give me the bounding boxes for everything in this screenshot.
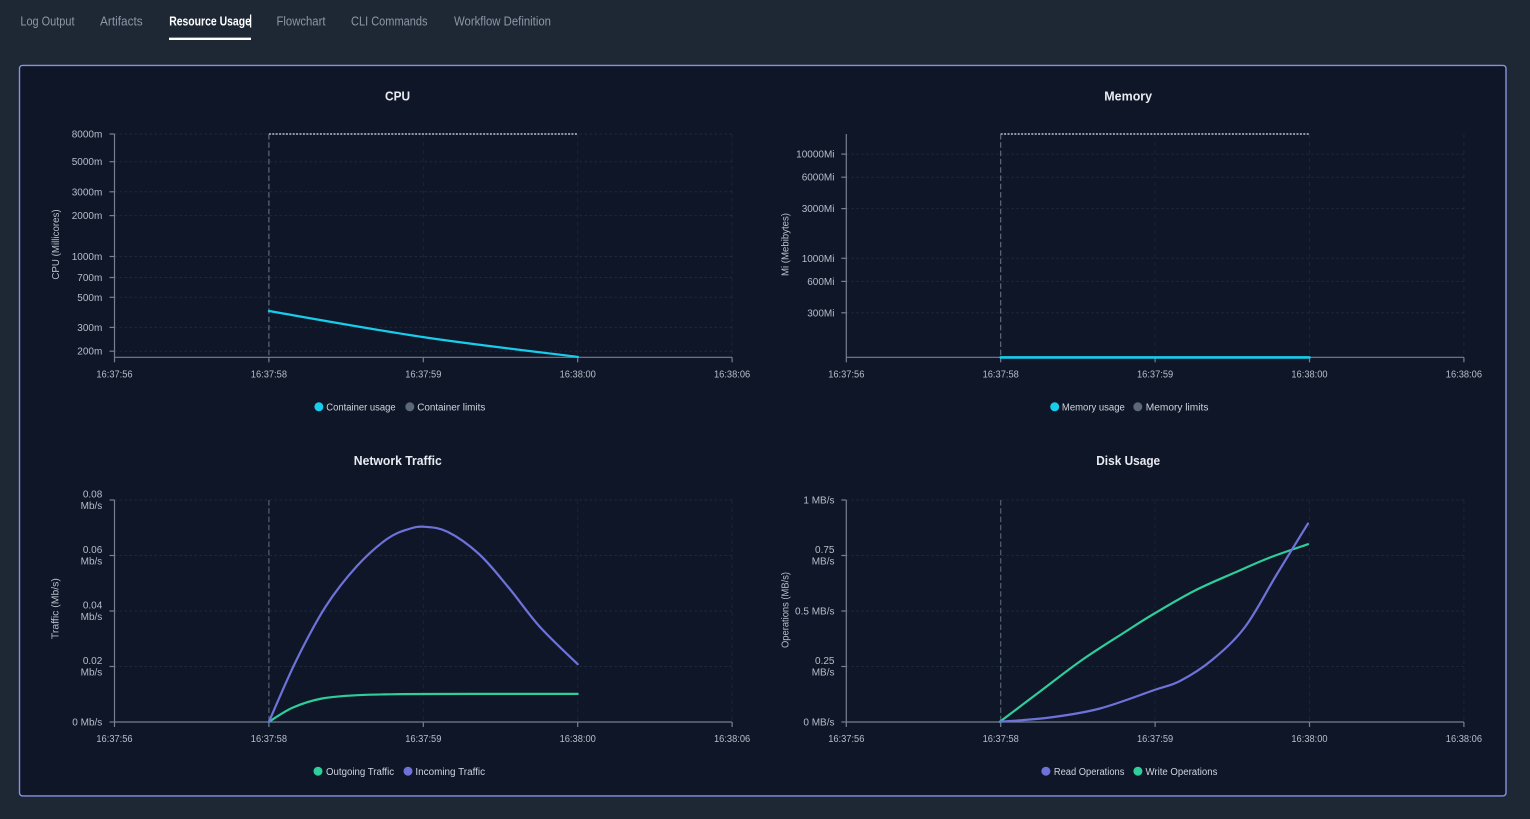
svg-text:16:37:59: 16:37:59 (1137, 734, 1174, 745)
svg-text:Read Operations: Read Operations (1054, 767, 1125, 778)
svg-text:16:38:00: 16:38:00 (560, 370, 597, 381)
svg-text:Log Output: Log Output (20, 13, 74, 28)
svg-text:0.06: 0.06 (83, 545, 103, 556)
svg-text:MB/s: MB/s (812, 667, 835, 678)
svg-text:700m: 700m (77, 273, 102, 284)
svg-text:10000Mi: 10000Mi (796, 150, 834, 161)
svg-text:16:37:56: 16:37:56 (828, 734, 865, 745)
svg-text:16:37:59: 16:37:59 (405, 734, 442, 745)
svg-text:0.02: 0.02 (83, 656, 103, 667)
svg-text:Disk Usage: Disk Usage (1096, 453, 1160, 468)
svg-text:16:38:06: 16:38:06 (714, 370, 751, 381)
svg-text:2000m: 2000m (72, 211, 103, 222)
svg-text:6000Mi: 6000Mi (802, 173, 835, 184)
svg-text:16:37:59: 16:37:59 (405, 370, 442, 381)
svg-text:16:38:06: 16:38:06 (714, 734, 751, 745)
svg-text:1000m: 1000m (72, 252, 103, 263)
svg-text:Mb/s: Mb/s (81, 667, 103, 678)
svg-text:16:37:58: 16:37:58 (251, 734, 288, 745)
svg-text:0.25: 0.25 (815, 656, 835, 667)
svg-text:300m: 300m (77, 323, 102, 334)
svg-text:Mb/s: Mb/s (81, 501, 103, 512)
svg-text:500m: 500m (77, 293, 102, 304)
svg-text:Mb/s: Mb/s (81, 612, 103, 623)
svg-text:Mb/s: Mb/s (81, 556, 103, 567)
svg-text:Operations (MB/s): Operations (MB/s) (781, 572, 792, 648)
svg-text:Outgoing Traffic: Outgoing Traffic (326, 767, 394, 778)
svg-text:CLI Commands: CLI Commands (351, 13, 428, 28)
svg-text:16:37:58: 16:37:58 (983, 734, 1020, 745)
svg-text:0.5 MB/s: 0.5 MB/s (795, 607, 834, 618)
svg-text:16:37:56: 16:37:56 (828, 370, 865, 381)
svg-text:Workflow Definition: Workflow Definition (454, 13, 551, 28)
svg-text:16:37:58: 16:37:58 (983, 370, 1020, 381)
svg-text:16:37:56: 16:37:56 (96, 734, 133, 745)
svg-text:200m: 200m (77, 347, 102, 358)
svg-text:Artifacts: Artifacts (100, 13, 143, 28)
svg-text:Container usage: Container usage (326, 402, 396, 413)
svg-text:8000m: 8000m (72, 130, 103, 141)
svg-text:16:38:06: 16:38:06 (1446, 734, 1483, 745)
svg-text:16:37:56: 16:37:56 (96, 370, 133, 381)
svg-text:1000Mi: 1000Mi (802, 254, 835, 265)
svg-text:16:38:00: 16:38:00 (560, 734, 597, 745)
svg-text:16:38:00: 16:38:00 (1291, 734, 1328, 745)
svg-text:3000m: 3000m (72, 187, 103, 198)
svg-text:0.08: 0.08 (83, 490, 103, 501)
svg-text:Flowchart: Flowchart (277, 13, 326, 28)
svg-text:Resource Usage: Resource Usage (169, 13, 251, 28)
svg-text:Network Traffic: Network Traffic (354, 453, 442, 468)
svg-text:Memory usage: Memory usage (1062, 402, 1125, 413)
svg-text:1 MB/s: 1 MB/s (803, 496, 834, 507)
svg-text:16:37:59: 16:37:59 (1137, 370, 1174, 381)
svg-text:3000Mi: 3000Mi (802, 204, 835, 215)
svg-text:Memory: Memory (1104, 88, 1153, 103)
svg-text:600Mi: 600Mi (807, 277, 834, 288)
svg-text:16:38:06: 16:38:06 (1446, 370, 1483, 381)
svg-text:16:38:00: 16:38:00 (1291, 370, 1328, 381)
svg-text:CPU: CPU (385, 88, 410, 103)
svg-text:0 Mb/s: 0 Mb/s (72, 718, 102, 729)
svg-text:Incoming Traffic: Incoming Traffic (415, 767, 485, 778)
svg-text:Container limits: Container limits (417, 402, 485, 413)
svg-text:5000m: 5000m (72, 157, 103, 168)
svg-text:16:37:58: 16:37:58 (251, 370, 288, 381)
svg-text:MB/s: MB/s (812, 556, 835, 567)
svg-text:CPU (Millicores): CPU (Millicores) (51, 209, 62, 279)
svg-text:0.75: 0.75 (815, 545, 835, 556)
svg-text:Traffic (Mb/s): Traffic (Mb/s) (51, 578, 62, 639)
svg-text:300Mi: 300Mi (807, 308, 834, 319)
svg-text:Memory limits: Memory limits (1146, 402, 1209, 413)
svg-text:0 MB/s: 0 MB/s (803, 718, 834, 729)
svg-text:Write Operations: Write Operations (1146, 767, 1218, 778)
svg-text:Mi (Mebibytes): Mi (Mebibytes) (781, 213, 792, 276)
svg-text:0.04: 0.04 (83, 601, 103, 612)
